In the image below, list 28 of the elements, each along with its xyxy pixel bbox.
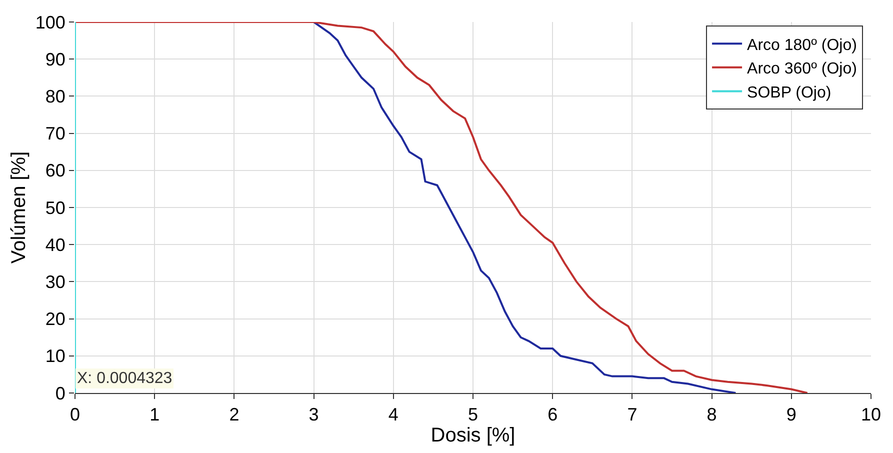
x-tick-label: 4 — [388, 404, 398, 425]
x-tick-label: 1 — [150, 404, 160, 425]
x-tick-label: 2 — [229, 404, 240, 425]
y-tick-label: 30 — [45, 272, 66, 292]
x-tick-label: 10 — [860, 404, 882, 425]
y-tick-label: 0 — [55, 383, 66, 404]
y-tick-label: 60 — [45, 160, 66, 181]
y-tick-label: 10 — [45, 346, 66, 366]
legend-label: Arco 360º (Ojo) — [747, 60, 857, 78]
x-tick-label: 5 — [468, 404, 478, 425]
x-tick-label: 6 — [548, 404, 558, 425]
y-tick-label: 20 — [45, 309, 66, 330]
legend-label: SOBP (Ojo) — [747, 84, 832, 102]
y-tick-label: 50 — [45, 198, 66, 218]
x-tick-label: 8 — [706, 404, 717, 425]
y-tick-label: 40 — [45, 234, 66, 255]
legend-label: Arco 180º (Ojo) — [747, 36, 857, 54]
y-tick-label: 90 — [45, 49, 66, 70]
y-tick-label: 70 — [45, 124, 66, 144]
x-tick-label: 9 — [786, 404, 796, 425]
x-tick-label: 3 — [308, 404, 319, 425]
y-axis-title: Volúmen [%] — [8, 151, 30, 264]
x-axis-title: Dosis [%] — [430, 424, 516, 447]
y-tick-label: 100 — [35, 12, 66, 32]
x-tick-label: 7 — [627, 404, 638, 425]
y-tick-label: 80 — [45, 86, 66, 106]
x-tick-label: 0 — [70, 404, 80, 425]
annotation: X: 0.0004323 — [77, 370, 172, 387]
